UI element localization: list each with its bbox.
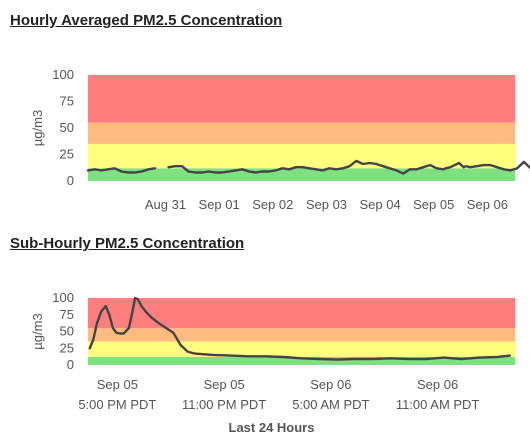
aqi-band-1 bbox=[88, 341, 515, 357]
x-tick-time: 5:00 AM PDT bbox=[292, 397, 369, 412]
x-tick-label: Sep 01 bbox=[199, 197, 240, 212]
x-axis-label: Last 24 Hours bbox=[229, 420, 315, 435]
x-tick-label: Sep 05 bbox=[413, 197, 454, 212]
y-tick-label: 50 bbox=[60, 120, 74, 135]
aqi-band-0 bbox=[88, 356, 515, 365]
x-tick-label: Sep 03 bbox=[306, 197, 347, 212]
x-tick-label: Sep 04 bbox=[359, 197, 400, 212]
y-tick-label: 100 bbox=[52, 290, 74, 305]
y-tick-label: 0 bbox=[67, 173, 74, 188]
aqi-band-2 bbox=[88, 328, 515, 342]
series-line-0 bbox=[88, 296, 511, 361]
x-tick-date: Sep 05 bbox=[97, 377, 138, 392]
x-tick-date: Sep 06 bbox=[310, 377, 351, 392]
aqi-band-1 bbox=[88, 143, 515, 169]
hourly-chart-title: Hourly Averaged PM2.5 Concentration bbox=[10, 12, 283, 29]
subhourly-chart-title: Sub-Hourly PM2.5 Concentration bbox=[10, 235, 245, 252]
x-tick-date: Sep 06 bbox=[417, 377, 458, 392]
x-tick-label: Sep 06 bbox=[467, 197, 508, 212]
y-tick-label: 25 bbox=[60, 340, 74, 355]
y-tick-label: 75 bbox=[60, 94, 74, 109]
aqi-band-2 bbox=[88, 122, 515, 144]
hourly-chart: 0 25 50 75 100 µg/m3 Aug 31 Sep 01 Sep 02 Sep 03 S… bbox=[30, 67, 530, 212]
y-tick-label: 0 bbox=[67, 357, 74, 372]
x-tick-label: Aug 31 bbox=[145, 197, 186, 212]
y-tick-label: 50 bbox=[60, 324, 74, 339]
y-tick-label: 75 bbox=[60, 307, 74, 322]
y-axis-label: µg/m3 bbox=[30, 110, 45, 146]
x-tick-time: 11:00 AM PDT bbox=[396, 397, 480, 412]
series-line-0 bbox=[86, 159, 530, 175]
y-tick-label: 100 bbox=[52, 67, 74, 82]
x-tick-time: 5:00 PM PDT bbox=[78, 397, 156, 412]
y-tick-label: 25 bbox=[60, 147, 74, 162]
y-axis-label: µg/m3 bbox=[30, 313, 45, 349]
aqi-band-3 bbox=[88, 298, 515, 329]
x-tick-label: Sep 02 bbox=[252, 197, 293, 212]
x-tick-time: 11:00 PM PDT bbox=[182, 397, 266, 412]
x-tick-date: Sep 05 bbox=[204, 377, 245, 392]
aqi-band-3 bbox=[88, 75, 515, 123]
